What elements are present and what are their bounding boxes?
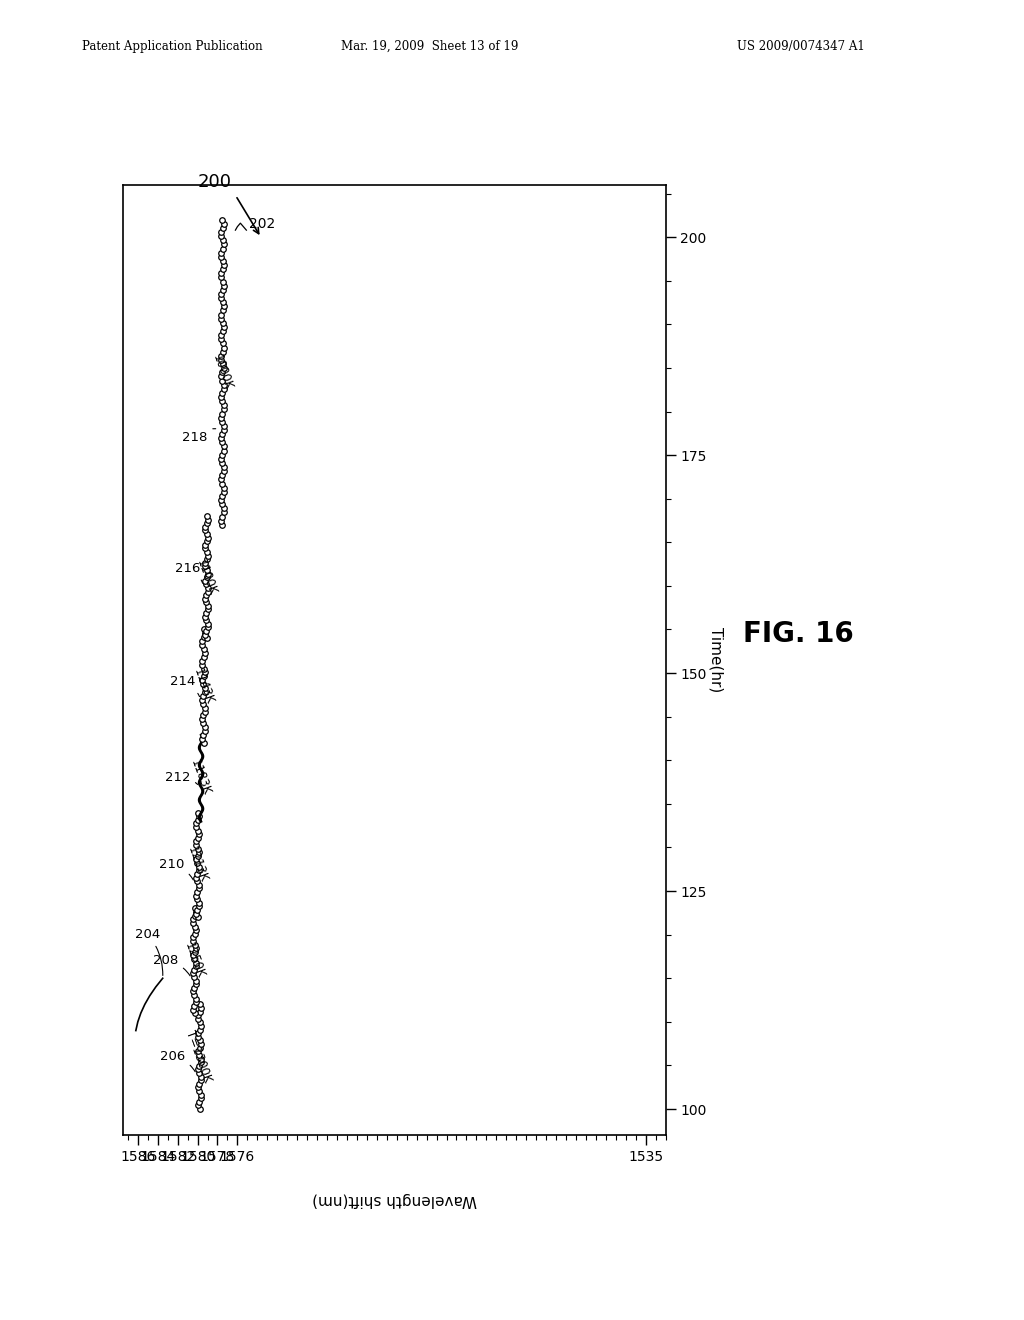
Text: 1100K: 1100K [194,557,218,597]
Text: US 2009/0074347 A1: US 2009/0074347 A1 [737,40,865,53]
Y-axis label: Time(hr): Time(hr) [709,627,723,693]
Text: 1000K: 1000K [210,352,234,392]
Text: Patent Application Publication: Patent Application Publication [82,40,262,53]
Text: 216: 216 [175,562,203,583]
Text: 200: 200 [198,173,232,191]
Text: FIG. 16: FIG. 16 [743,619,854,648]
Text: 1213K: 1213K [184,845,210,884]
Text: 212: 212 [165,771,198,784]
Text: 210: 210 [159,858,194,880]
Text: 206: 206 [160,1051,196,1072]
Text: 218: 218 [182,429,216,444]
Text: T=1300K: T=1300K [183,1030,214,1085]
X-axis label: Wavelength shift(nm): Wavelength shift(nm) [311,1192,477,1208]
Text: 1250K: 1250K [181,941,207,981]
Text: 214: 214 [170,676,200,697]
Text: Mar. 19, 2009  Sheet 13 of 19: Mar. 19, 2009 Sheet 13 of 19 [341,40,519,53]
Text: 1143K: 1143K [190,667,216,706]
Text: 1183K: 1183K [187,758,213,797]
Text: 202: 202 [250,216,275,231]
Text: 208: 208 [153,954,190,975]
Text: 204: 204 [135,928,163,975]
